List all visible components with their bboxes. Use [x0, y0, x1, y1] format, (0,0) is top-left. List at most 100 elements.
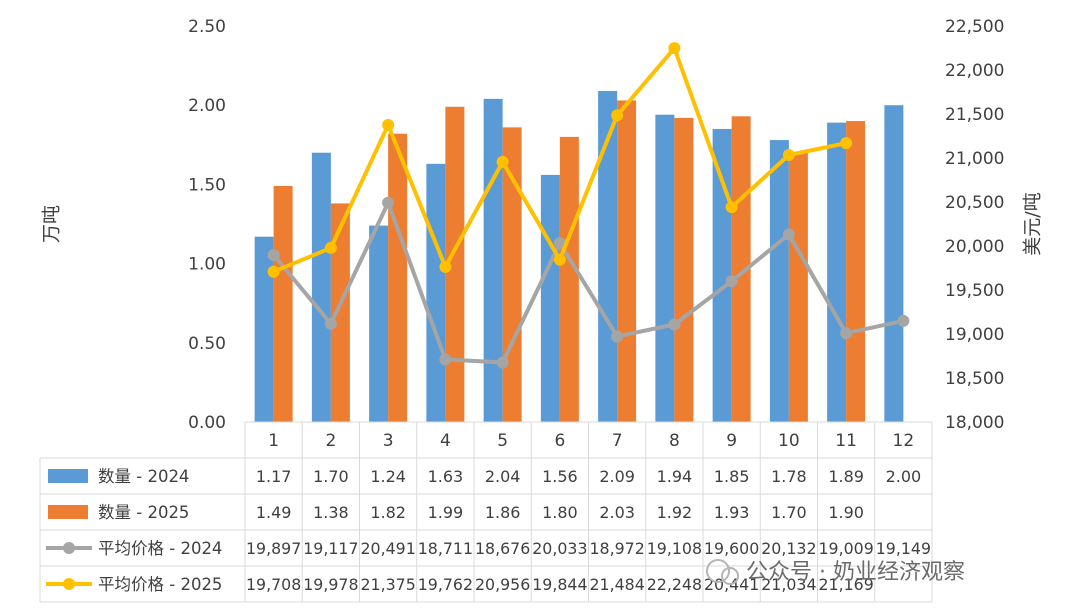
legend-label: 数量 - 2024: [98, 467, 189, 486]
legend-label: 数量 - 2025: [98, 503, 189, 522]
bar-2024-3: [369, 225, 389, 422]
point-price-2025: [382, 119, 395, 131]
y-right-tick-label: 19,000: [945, 325, 1004, 345]
wechat-icon: [706, 559, 730, 583]
y-right-tick-label: 22,500: [945, 17, 1004, 37]
data-label: 19,108: [647, 539, 702, 558]
point-price-2025: [668, 42, 681, 55]
bar-2024-2: [311, 152, 331, 422]
y-right-tick-label: 21,000: [945, 149, 1004, 169]
data-label: 1.70: [313, 467, 349, 486]
y-right-tick-label: 20,500: [945, 193, 1004, 213]
point-price-2025: [840, 137, 853, 150]
data-label: 2.04: [485, 467, 521, 486]
line-series-price-2024: [272, 200, 904, 365]
bar-2024-12: [884, 105, 904, 422]
data-label: 2.03: [599, 503, 635, 522]
data-label: 1.92: [657, 503, 693, 522]
point-price-2025: [611, 109, 624, 122]
y-left-tick-label: 2.00: [188, 96, 226, 116]
data-label: 1.78: [771, 467, 807, 486]
data-label: 19,600: [704, 539, 759, 558]
x-tick-label: 8: [669, 431, 680, 451]
wechat-icon-bubble: [721, 567, 739, 585]
data-label: 19,762: [418, 575, 473, 594]
y-right-tick-label: 19,500: [945, 281, 1004, 301]
data-label: 20,956: [475, 575, 530, 594]
point-price-2024: [840, 327, 853, 340]
point-price-2024: [668, 318, 681, 331]
bar-2025-8: [674, 117, 694, 422]
y-right-tick-label: 21,500: [945, 105, 1004, 125]
data-label: 18,972: [590, 539, 645, 558]
data-label: 18,711: [418, 539, 473, 558]
data-label: 19,009: [819, 539, 874, 558]
point-price-2025: [439, 260, 452, 273]
point-price-2024: [496, 356, 509, 369]
data-label: 21,375: [361, 575, 416, 594]
data-label: 1.56: [542, 467, 578, 486]
data-label: 18,676: [475, 539, 530, 558]
bar-2025-4: [445, 106, 465, 422]
y-axis-left-title: 万吨: [41, 205, 63, 243]
y-right-tick-label: 18,500: [945, 369, 1004, 389]
bar-2025-2: [330, 203, 350, 422]
x-tick-label: 1: [268, 431, 279, 451]
y-left-tick-label: 2.50: [188, 17, 226, 37]
data-label: 2.09: [599, 467, 635, 486]
y-right-tick-label: 22,000: [945, 61, 1004, 81]
bar-2025-7: [617, 100, 637, 422]
bar-2024-6: [540, 174, 560, 422]
y-left-tick-label: 0.00: [188, 413, 226, 433]
y-right-tick-label: 20,000: [945, 237, 1004, 257]
data-label: 1.70: [771, 503, 807, 522]
data-label: 21,034: [761, 575, 816, 594]
x-tick-label: 10: [778, 431, 800, 451]
data-label: 1.93: [714, 503, 750, 522]
x-tick-label: 4: [440, 431, 451, 451]
point-price-2024: [324, 317, 337, 330]
data-label: 19,117: [303, 539, 358, 558]
data-label: 20,491: [361, 539, 416, 558]
data-label: 19,708: [246, 575, 301, 594]
point-price-2025: [496, 155, 509, 168]
point-price-2024: [611, 330, 624, 343]
y-left-tick-label: 0.50: [188, 334, 226, 354]
bar-2025-6: [559, 136, 579, 422]
point-price-2024: [267, 249, 280, 262]
bar-2024-11: [827, 122, 847, 423]
legend-swatch: [48, 469, 88, 483]
data-label: 1.94: [657, 467, 693, 486]
bar-2025-5: [502, 127, 522, 422]
x-tick-label: 12: [893, 431, 915, 451]
data-label: 1.63: [428, 467, 464, 486]
x-tick-label: 3: [383, 431, 394, 451]
watermark: 公众号 · 奶业经济观察: [706, 559, 965, 585]
point-price-2025: [267, 265, 280, 278]
data-label: 1.99: [428, 503, 464, 522]
x-tick-label: 6: [554, 431, 565, 451]
point-price-2024: [439, 353, 452, 366]
data-label: 20,033: [532, 539, 587, 558]
bar-2025-3: [388, 133, 408, 422]
data-label: 21,169: [819, 575, 874, 594]
data-label: 1.49: [256, 503, 292, 522]
bar-2025-10: [788, 152, 808, 422]
data-label: 1.86: [485, 503, 521, 522]
point-price-2024: [897, 314, 910, 327]
watermark-text: 公众号 · 奶业经济观察: [746, 560, 965, 585]
data-label: 1.24: [370, 467, 406, 486]
data-label: 1.85: [714, 467, 750, 486]
y-left-tick-label: 1.50: [188, 175, 226, 195]
point-price-2025: [782, 149, 795, 162]
point-price-2024: [782, 228, 795, 241]
y-right-tick-label: 18,000: [945, 413, 1004, 433]
data-label: 19,897: [246, 539, 301, 558]
point-price-2025: [553, 253, 566, 266]
point-price-2024: [725, 275, 738, 288]
legend-label: 平均价格 - 2025: [98, 575, 222, 594]
point-price-2024: [382, 196, 395, 209]
data-label: 19,844: [532, 575, 587, 594]
